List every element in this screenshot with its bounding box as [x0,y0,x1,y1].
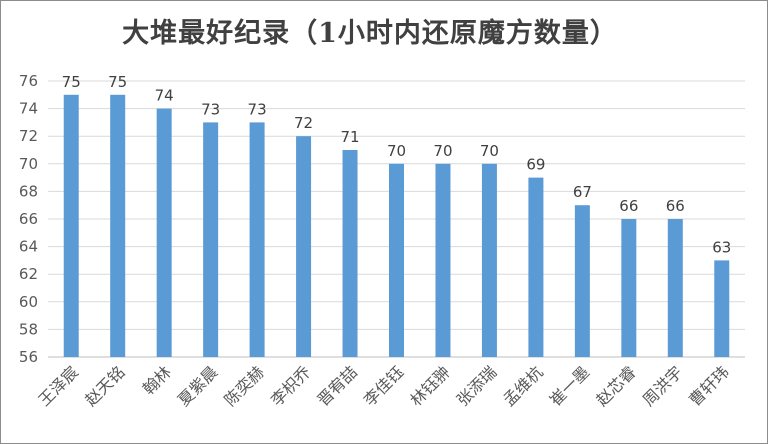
y-tick-label: 72 [19,127,38,145]
data-label: 74 [155,87,174,105]
data-label: 63 [712,238,731,256]
y-tick-label: 74 [19,100,38,118]
category-label: 曹轩玮 [685,362,732,409]
category-label: 翰林 [139,362,175,398]
bar [342,150,358,357]
y-tick-label: 64 [19,238,38,256]
bar [203,122,219,358]
category-label: 张添瑞 [453,362,500,409]
category-label: 林钰翀 [406,362,453,409]
bar [156,108,172,357]
category-label: 王泽宸 [35,362,82,409]
y-tick-label: 62 [19,265,38,283]
y-tick-label: 68 [19,182,38,200]
category-label: 夏紫晨 [174,362,221,409]
bar [296,136,312,357]
data-label: 70 [480,142,499,160]
data-label: 69 [526,156,545,174]
bar [249,122,265,358]
data-label: 67 [573,183,592,201]
y-tick-label: 76 [19,72,38,90]
y-tick-label: 56 [19,348,38,366]
bars [63,94,730,358]
x-axis-labels: 王泽宸 赵天铭 翰林 夏紫晨 陈奕赫 李枳乔 晋宥喆 李佳钰 林钰翀 张添瑞 孟维杭 崔一墨 赵芯睿 周洪… [35,362,733,409]
category-label: 崔一墨 [546,362,593,409]
data-label: 66 [619,197,638,215]
bar [667,219,683,357]
data-label: 66 [666,197,685,215]
bar [574,205,590,357]
y-tick-label: 70 [19,155,38,173]
data-label: 75 [108,73,127,91]
category-label: 晋宥喆 [313,362,360,409]
category-label: 周洪宇 [639,362,686,409]
data-label: 70 [387,142,406,160]
y-tick-label: 58 [19,320,38,338]
bar [621,219,637,357]
chart-title: 大堆最好纪录（1小时内还原魔方数量） [122,18,618,49]
data-label: 75 [62,73,81,91]
category-label: 李枳乔 [267,362,314,409]
data-label: 71 [340,128,359,146]
y-axis-ticks: 56 58 60 62 64 66 68 70 72 74 76 [19,72,38,366]
category-label: 孟维杭 [499,362,546,409]
y-tick-label: 66 [19,210,38,228]
bar [389,163,404,357]
bar [481,163,497,357]
data-label: 72 [294,114,313,132]
data-label: 73 [248,100,267,118]
category-label: 陈奕赫 [221,362,268,409]
bar [110,94,126,358]
bar [435,163,451,357]
bar [714,260,730,357]
category-label: 赵芯睿 [592,362,639,409]
category-label: 赵天铭 [81,362,128,409]
data-label: 73 [201,100,220,118]
bar [63,94,79,358]
data-labels: 75 75 74 73 73 72 71 70 70 70 69 67 66 66 63 [62,73,732,257]
y-tick-label: 60 [19,293,38,311]
data-label: 70 [433,142,452,160]
bar [528,177,544,357]
category-label: 李佳钰 [360,362,407,409]
